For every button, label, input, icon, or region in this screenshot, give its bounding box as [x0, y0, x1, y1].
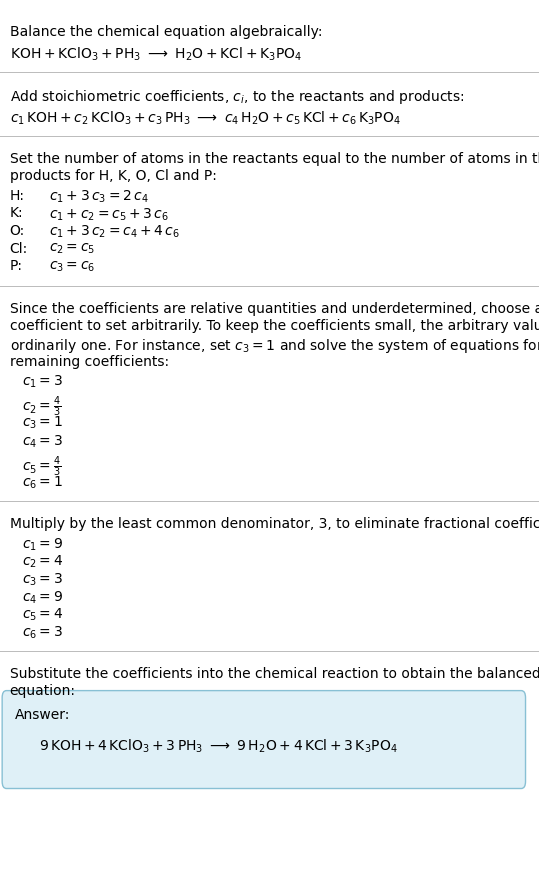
Text: equation:: equation: — [10, 684, 75, 699]
Text: $c_4 = 3$: $c_4 = 3$ — [22, 434, 63, 451]
Text: coefficient to set arbitrarily. To keep the coefficients small, the arbitrary va: coefficient to set arbitrarily. To keep … — [10, 319, 539, 333]
Text: Since the coefficients are relative quantities and underdetermined, choose a: Since the coefficients are relative quan… — [10, 302, 539, 316]
Text: $c_5 = \frac{4}{3}$: $c_5 = \frac{4}{3}$ — [22, 455, 61, 480]
Text: P:: P: — [10, 259, 23, 273]
Text: Substitute the coefficients into the chemical reaction to obtain the balanced: Substitute the coefficients into the che… — [10, 667, 539, 681]
Text: $c_5 = 4$: $c_5 = 4$ — [22, 607, 63, 624]
Text: $c_3 = c_6$: $c_3 = c_6$ — [49, 259, 95, 273]
Text: $\mathrm{KOH + KClO_3 + PH_3 \ \longrightarrow \ H_2O + KCl + K_3PO_4}$: $\mathrm{KOH + KClO_3 + PH_3 \ \longrigh… — [10, 46, 302, 64]
Text: Cl:: Cl: — [10, 242, 28, 256]
Text: Answer:: Answer: — [15, 708, 70, 722]
Text: $c_3 = 1$: $c_3 = 1$ — [22, 415, 63, 431]
Text: Set the number of atoms in the reactants equal to the number of atoms in the: Set the number of atoms in the reactants… — [10, 152, 539, 166]
Text: ordinarily one. For instance, set $c_3 = 1$ and solve the system of equations fo: ordinarily one. For instance, set $c_3 =… — [10, 337, 539, 355]
Text: Multiply by the least common denominator, 3, to eliminate fractional coefficient: Multiply by the least common denominator… — [10, 517, 539, 531]
Text: Add stoichiometric coefficients, $c_i$, to the reactants and products:: Add stoichiometric coefficients, $c_i$, … — [10, 88, 464, 106]
Text: $c_1 + 3\,c_2 = c_4 + 4\,c_6$: $c_1 + 3\,c_2 = c_4 + 4\,c_6$ — [49, 224, 179, 241]
Text: $c_2 = c_5$: $c_2 = c_5$ — [49, 242, 95, 256]
Text: Balance the chemical equation algebraically:: Balance the chemical equation algebraica… — [10, 25, 322, 39]
Text: $c_1 + c_2 = c_5 + 3\,c_6$: $c_1 + c_2 = c_5 + 3\,c_6$ — [49, 206, 169, 223]
Text: $c_1 = 9$: $c_1 = 9$ — [22, 536, 63, 553]
Text: H:: H: — [10, 189, 25, 203]
Text: $c_4 = 9$: $c_4 = 9$ — [22, 589, 63, 606]
FancyBboxPatch shape — [2, 691, 526, 789]
Text: $c_2 = 4$: $c_2 = 4$ — [22, 554, 63, 571]
Text: $c_6 = 1$: $c_6 = 1$ — [22, 475, 63, 491]
Text: O:: O: — [10, 224, 25, 238]
Text: remaining coefficients:: remaining coefficients: — [10, 355, 169, 369]
Text: $c_1\,\mathrm{KOH} + c_2\,\mathrm{KClO_3} + c_3\,\mathrm{PH_3}\ \longrightarrow\: $c_1\,\mathrm{KOH} + c_2\,\mathrm{KClO_3… — [10, 109, 400, 127]
Text: $c_6 = 3$: $c_6 = 3$ — [22, 624, 63, 641]
Text: $9\,\mathrm{KOH} + 4\,\mathrm{KClO_3} + 3\,\mathrm{PH_3}\ \longrightarrow\ 9\,\m: $9\,\mathrm{KOH} + 4\,\mathrm{KClO_3} + … — [39, 737, 397, 755]
Text: $c_1 + 3\,c_3 = 2\,c_4$: $c_1 + 3\,c_3 = 2\,c_4$ — [49, 189, 148, 206]
Text: products for H, K, O, Cl and P:: products for H, K, O, Cl and P: — [10, 169, 217, 183]
Text: $c_3 = 3$: $c_3 = 3$ — [22, 572, 63, 588]
Text: $c_2 = \frac{4}{3}$: $c_2 = \frac{4}{3}$ — [22, 395, 61, 420]
Text: K:: K: — [10, 206, 23, 220]
Text: $c_1 = 3$: $c_1 = 3$ — [22, 374, 63, 391]
